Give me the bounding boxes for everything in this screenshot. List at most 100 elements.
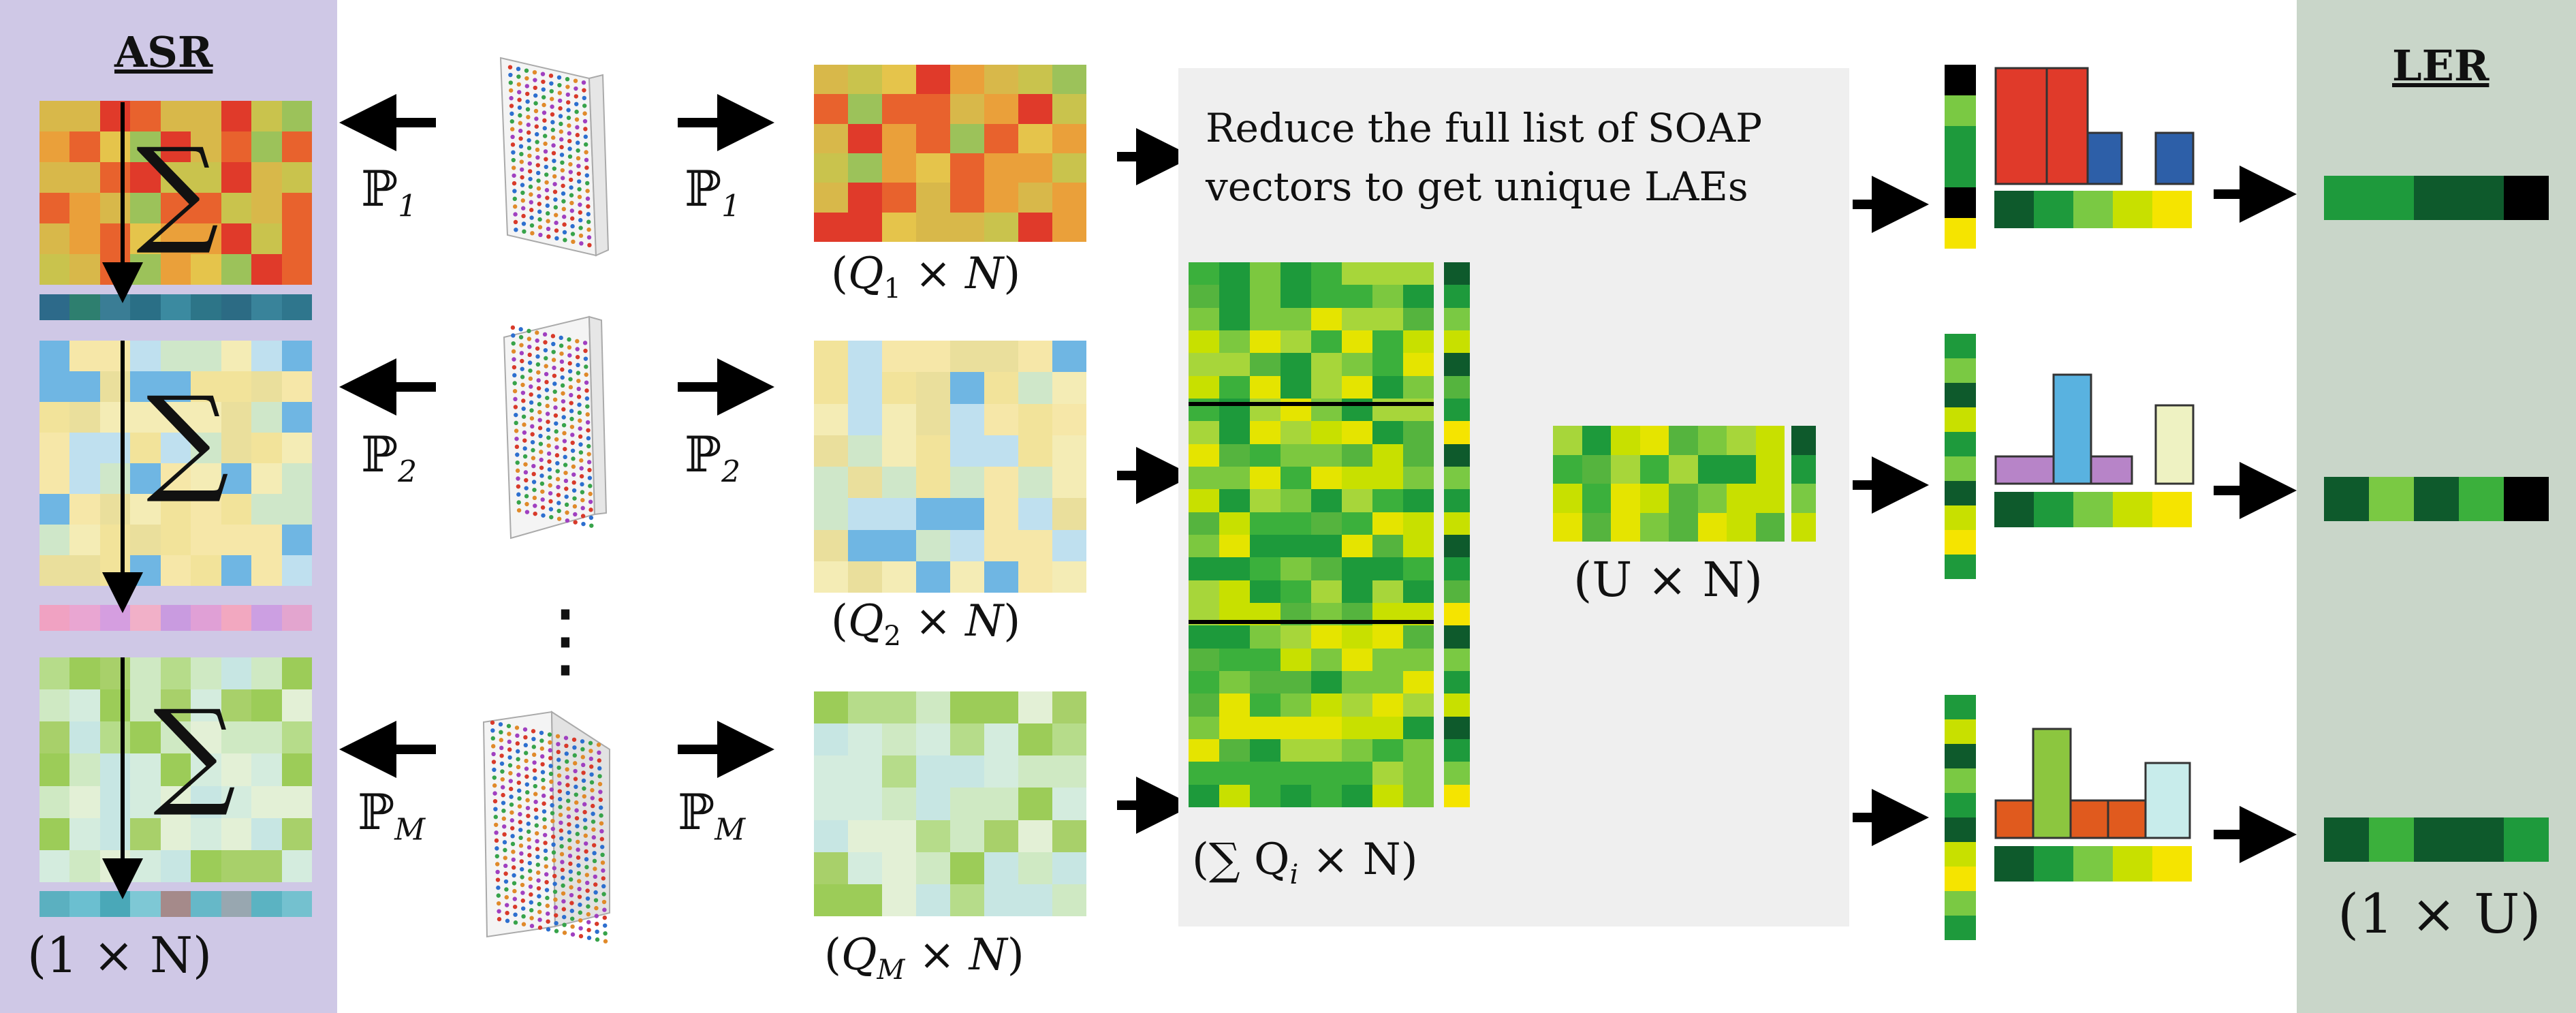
heatmap-cell: [848, 691, 882, 724]
atom-dot: [559, 820, 563, 825]
atom-dot: [529, 400, 534, 405]
atom-dot: [576, 171, 581, 176]
atom-dot: [586, 204, 591, 209]
atom-dot: [550, 112, 555, 117]
atom-dot: [535, 362, 541, 367]
heatmap-cell: [1342, 262, 1372, 285]
atom-dot: [550, 334, 556, 339]
atom-dot: [577, 894, 582, 899]
heatmap-cell: [1755, 512, 1785, 542]
atom-dot: [508, 80, 513, 85]
atom-dot: [533, 78, 537, 82]
heatmap-cell: [1582, 454, 1611, 484]
atom-dot: [552, 866, 556, 871]
atom-dot: [538, 232, 543, 238]
atom-dot: [545, 411, 550, 416]
heatmap-cell: [882, 852, 916, 884]
atom-dot: [561, 183, 565, 188]
atom-dot: [583, 833, 588, 838]
unique-soap-matrix: [1553, 426, 1785, 542]
atom-dot: [550, 104, 554, 109]
atom-dot: [566, 115, 571, 121]
atom-dot: [544, 872, 549, 877]
histogram-id-strip-1: [1945, 65, 1976, 249]
heatmap-cell: [1727, 484, 1756, 513]
atom-dot: [532, 752, 537, 758]
vector-cell: [1444, 762, 1470, 785]
vector-cell: [1945, 157, 1976, 187]
atom-dot: [552, 389, 557, 394]
atom-dot: [544, 364, 548, 369]
atom-dot: [589, 772, 594, 777]
atom-dot: [563, 238, 567, 243]
atom-dot: [512, 173, 516, 178]
reduce-line-2: vectors to get unique LAEs: [1206, 163, 1748, 210]
atom-dot: [512, 381, 517, 386]
heatmap-cell: [848, 403, 882, 435]
heatmap-cell: [1250, 262, 1281, 285]
atom-dot: [556, 749, 561, 755]
heatmap-cell: [1553, 512, 1582, 542]
atom-dot: [509, 104, 514, 108]
vector-cell: [1444, 489, 1470, 512]
atom-dot: [519, 351, 524, 356]
atom-dot: [509, 95, 514, 101]
heatmap-cell: [1219, 307, 1250, 330]
atom-dot: [526, 123, 531, 127]
heatmap-cell: [814, 755, 848, 788]
atom-dot: [516, 749, 520, 754]
atom-dot: [531, 471, 536, 477]
atom-dot: [582, 111, 587, 116]
atom-dot: [535, 330, 539, 335]
atom-dot: [544, 356, 548, 361]
atom-dot: [553, 405, 558, 410]
heatmap-cell: [69, 341, 100, 371]
atom-dot: [599, 828, 604, 834]
vector-cell: [1994, 191, 2034, 228]
matrix-dim-label-m: (QM × N): [824, 930, 1024, 986]
heatmap-cell: [984, 153, 1018, 183]
atom-dot: [589, 780, 595, 785]
atom-dot: [561, 191, 566, 196]
heatmap-cell: [191, 371, 221, 402]
heatmap-cell: [882, 561, 916, 593]
atom-dot: [546, 451, 552, 456]
atom-dot: [500, 777, 505, 782]
heatmap-cell: [1250, 489, 1281, 512]
heatmap-cell: [191, 341, 221, 371]
atom-dot: [490, 720, 495, 725]
heatmap-cell: [251, 254, 282, 285]
heatmap-cell: [40, 555, 70, 586]
atom-dot: [541, 110, 547, 115]
heatmap-cell: [1250, 784, 1281, 807]
atom-dot: [563, 478, 569, 484]
atom-dot: [534, 815, 539, 820]
heatmap-cell: [1611, 426, 1640, 455]
heatmap-cell: [1250, 353, 1281, 376]
atom-dot: [593, 890, 598, 895]
asr-sum-vector-2: [40, 605, 312, 631]
atom-dot: [565, 767, 569, 772]
vector-cell: [1444, 557, 1470, 580]
atom-dot: [536, 870, 541, 875]
atom-dot: [566, 806, 571, 811]
heatmap-cell: [848, 212, 882, 242]
heatmap-cell: [160, 101, 191, 131]
atom-dot: [554, 913, 559, 918]
atom-dot: [516, 764, 521, 770]
heatmap-cell: [1403, 580, 1434, 603]
atom-dot: [529, 892, 533, 897]
atom-dot: [578, 426, 582, 431]
heatmap-cell: [814, 372, 848, 404]
atom-dot: [600, 852, 605, 858]
atom-dot: [545, 196, 550, 200]
vector-cell: [1444, 580, 1470, 603]
atom-dot: [501, 800, 506, 805]
atom-dot: [527, 360, 533, 365]
atom-dot: [551, 143, 556, 148]
atom-dot: [540, 770, 546, 775]
atom-dot: [516, 773, 521, 777]
ler-vector-3: [2324, 817, 2549, 862]
atom-dot: [570, 440, 575, 446]
ler-dim-label: (1 × U): [2338, 882, 2541, 946]
